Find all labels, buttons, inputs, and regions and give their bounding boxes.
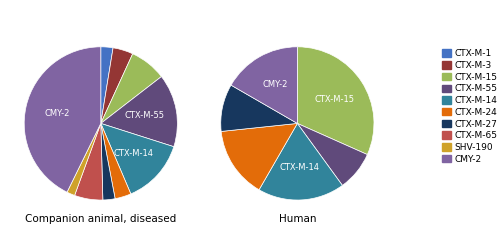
- Wedge shape: [221, 85, 297, 131]
- Text: CTX-M-14: CTX-M-14: [114, 149, 154, 158]
- Title: Companion animal, diseased: Companion animal, diseased: [25, 214, 176, 224]
- Wedge shape: [101, 123, 115, 200]
- Wedge shape: [101, 47, 113, 123]
- Wedge shape: [101, 76, 177, 147]
- Text: CMY-2: CMY-2: [45, 109, 70, 118]
- Wedge shape: [101, 123, 131, 199]
- Wedge shape: [297, 123, 367, 185]
- Wedge shape: [101, 48, 133, 123]
- Wedge shape: [101, 54, 161, 123]
- Wedge shape: [101, 123, 174, 194]
- Wedge shape: [231, 47, 297, 123]
- Text: CTX-M-55: CTX-M-55: [124, 111, 165, 120]
- Text: CTX-M-15: CTX-M-15: [314, 95, 355, 104]
- Text: CMY-2: CMY-2: [263, 80, 288, 90]
- Wedge shape: [221, 123, 297, 190]
- Legend: CTX-M-1, CTX-M-3, CTX-M-15, CTX-M-55, CTX-M-14, CTX-M-24, CTX-M-27, CTX-M-65, SH: CTX-M-1, CTX-M-3, CTX-M-15, CTX-M-55, CT…: [440, 47, 499, 166]
- Wedge shape: [67, 123, 101, 195]
- Text: CTX-M-14: CTX-M-14: [280, 163, 320, 172]
- Wedge shape: [24, 47, 101, 192]
- Title: Human: Human: [279, 214, 316, 224]
- Wedge shape: [75, 123, 103, 200]
- Wedge shape: [297, 47, 374, 155]
- Wedge shape: [259, 123, 342, 200]
